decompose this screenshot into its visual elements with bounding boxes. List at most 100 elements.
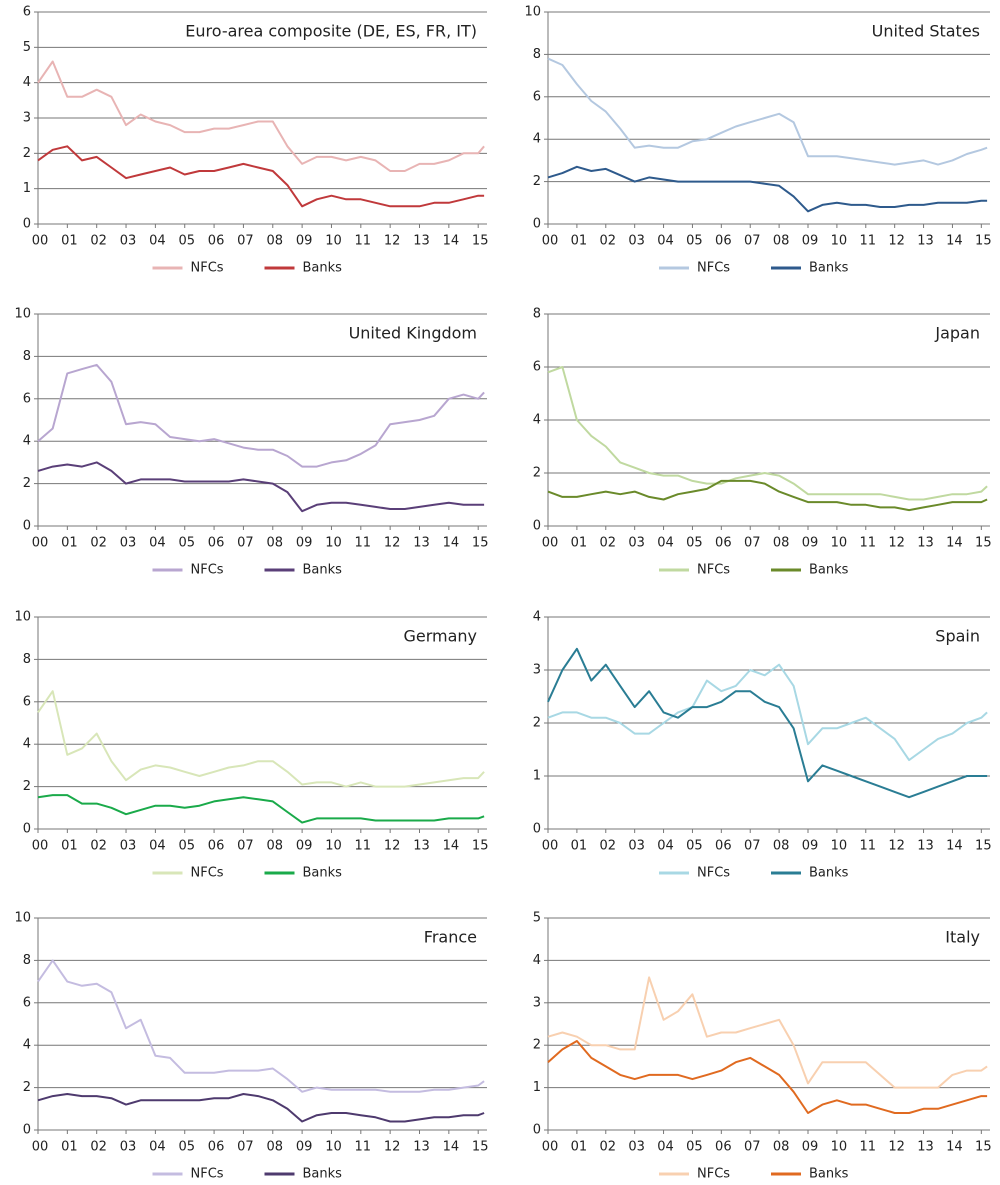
x-tick-label: 13 (413, 536, 430, 551)
x-tick-label: 03 (628, 536, 645, 551)
x-tick-label: 02 (90, 839, 107, 854)
legend-label: NFCs (697, 563, 730, 578)
y-tick-label: 2 (23, 146, 31, 161)
y-tick-label: 4 (23, 434, 31, 449)
y-tick-label: 2 (23, 476, 31, 491)
x-tick-label: 14 (946, 536, 963, 551)
x-tick-label: 10 (325, 234, 342, 249)
x-tick-label: 00 (542, 536, 559, 551)
x-tick-label: 01 (61, 1140, 78, 1155)
x-tick-label: 01 (571, 839, 588, 854)
x-tick-label: 13 (413, 1140, 430, 1155)
x-tick-label: 05 (178, 1140, 195, 1155)
x-tick-label: 00 (542, 1140, 559, 1155)
x-tick-label: 06 (208, 1140, 225, 1155)
x-tick-label: 11 (355, 234, 372, 249)
x-tick-label: 03 (120, 1140, 137, 1155)
series-line (547, 479, 988, 512)
x-tick-label: 07 (744, 1140, 761, 1155)
y-tick-label: 3 (533, 995, 541, 1010)
x-tick-label: 01 (571, 234, 588, 249)
x-tick-label: 08 (266, 1140, 283, 1155)
x-tick-label: 02 (600, 234, 617, 249)
y-tick-label: 6 (23, 5, 31, 20)
x-tick-label: 15 (472, 234, 489, 249)
x-tick-label: 09 (802, 1140, 819, 1155)
x-tick-label: 14 (946, 234, 963, 249)
y-tick-label: 2 (533, 174, 541, 189)
x-tick-label: 12 (888, 1140, 905, 1155)
x-tick-label: 06 (715, 839, 732, 854)
x-tick-label: 00 (32, 536, 49, 551)
x-tick-label: 12 (888, 234, 905, 249)
y-tick-label: 4 (533, 610, 541, 625)
series-line (547, 1040, 988, 1114)
y-tick-label: 10 (14, 610, 31, 625)
x-tick-label: 13 (413, 839, 430, 854)
x-tick-label: 03 (120, 839, 137, 854)
x-tick-label: 13 (917, 1140, 934, 1155)
y-tick-label: 3 (23, 111, 31, 126)
y-tick-label: 0 (23, 822, 31, 837)
y-tick-label: 6 (23, 694, 31, 709)
x-tick-label: 05 (686, 536, 703, 551)
x-tick-label: 00 (542, 234, 559, 249)
x-tick-label: 15 (472, 1140, 489, 1155)
x-tick-label: 00 (542, 839, 559, 854)
x-tick-label: 13 (917, 839, 934, 854)
y-tick-label: 0 (533, 519, 541, 534)
x-tick-label: 11 (355, 1140, 372, 1155)
x-tick-label: 06 (715, 234, 732, 249)
y-tick-label: 3 (533, 663, 541, 678)
legend-label: Banks (303, 563, 343, 578)
x-tick-label: 10 (831, 536, 848, 551)
y-tick-label: 10 (524, 5, 541, 20)
series-line (37, 1093, 485, 1123)
y-tick-label: 1 (533, 1080, 541, 1095)
x-tick-label: 02 (600, 536, 617, 551)
series-line (547, 57, 988, 166)
x-tick-label: 03 (120, 234, 137, 249)
y-tick-label: 0 (23, 217, 31, 232)
series-line (547, 976, 988, 1089)
x-tick-label: 07 (237, 234, 254, 249)
y-tick-label: 0 (533, 822, 541, 837)
x-tick-label: 05 (686, 234, 703, 249)
chart-title: Germany (403, 627, 477, 646)
x-tick-label: 09 (802, 234, 819, 249)
y-tick-label: 4 (533, 413, 541, 428)
y-tick-label: 8 (23, 652, 31, 667)
legend-label: Banks (809, 261, 849, 276)
series-line (37, 145, 485, 208)
chart-title: United Kingdom (349, 324, 477, 343)
x-tick-label: 13 (917, 536, 934, 551)
x-tick-label: 00 (32, 839, 49, 854)
y-tick-label: 2 (23, 779, 31, 794)
x-tick-label: 12 (384, 1140, 401, 1155)
x-tick-label: 11 (860, 839, 877, 854)
x-tick-label: 15 (975, 536, 992, 551)
series-line (37, 959, 485, 1093)
x-tick-label: 03 (628, 234, 645, 249)
series-line (37, 690, 485, 788)
y-tick-label: 10 (14, 307, 31, 322)
x-tick-label: 00 (32, 1140, 49, 1155)
x-tick-label: 03 (628, 1140, 645, 1155)
legend-label: NFCs (191, 1167, 224, 1182)
x-tick-label: 14 (443, 234, 460, 249)
x-tick-label: 07 (237, 536, 254, 551)
x-tick-label: 14 (443, 1140, 460, 1155)
x-tick-label: 06 (715, 1140, 732, 1155)
x-tick-label: 14 (946, 1140, 963, 1155)
x-tick-label: 07 (237, 839, 254, 854)
x-tick-label: 08 (773, 234, 790, 249)
x-tick-label: 11 (860, 234, 877, 249)
y-tick-label: 4 (23, 737, 31, 752)
x-tick-label: 04 (149, 536, 166, 551)
y-tick-label: 10 (14, 911, 31, 926)
legend-label: NFCs (191, 563, 224, 578)
x-tick-label: 10 (831, 1140, 848, 1155)
x-tick-label: 05 (686, 839, 703, 854)
y-tick-label: 6 (533, 89, 541, 104)
x-tick-label: 04 (657, 839, 674, 854)
